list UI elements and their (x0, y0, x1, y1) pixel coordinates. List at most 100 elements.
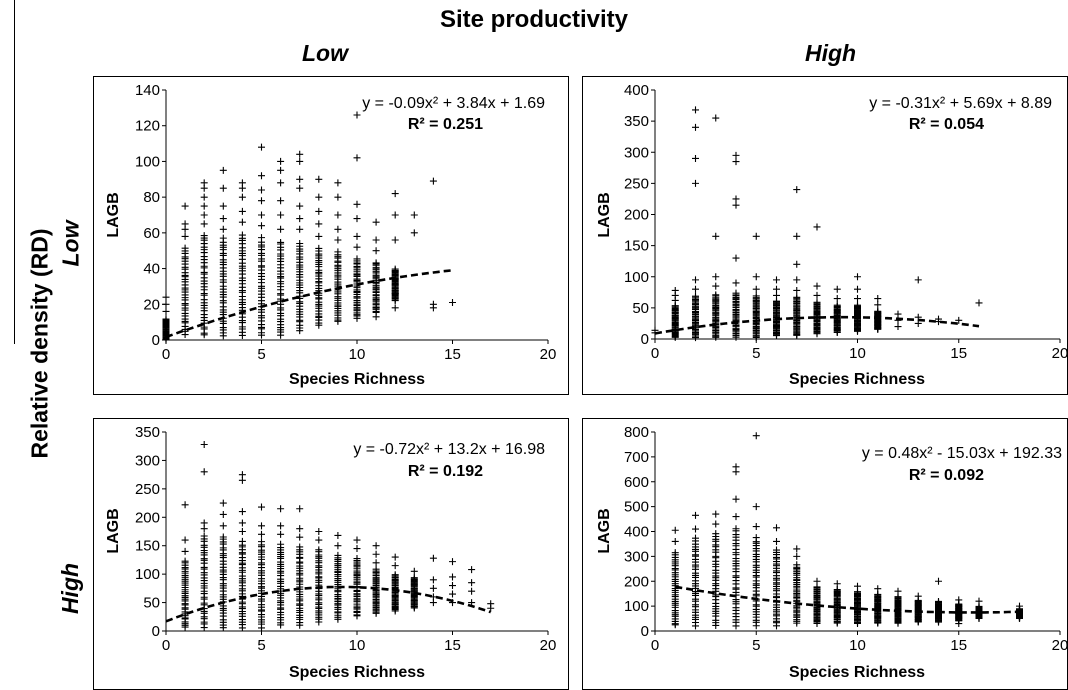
y-tick-label: 350 (624, 113, 649, 130)
data-point (258, 503, 265, 511)
column-header-high: High (805, 40, 857, 66)
data-point (277, 530, 285, 538)
data-point (935, 315, 942, 323)
data-point (449, 558, 456, 566)
data-point (315, 220, 323, 228)
data-point (334, 551, 342, 559)
data-point (315, 207, 323, 215)
chart-1: 0 50 100 150 200 250 300 350 400 0 5 10 15 20 Species … (596, 82, 1068, 388)
data-point (752, 273, 760, 281)
x-tick-label: 0 (651, 637, 659, 654)
data-point (752, 232, 760, 240)
y-tick-label: 250 (135, 481, 160, 498)
data-point (1016, 602, 1023, 610)
data-point (429, 576, 437, 584)
data-point (334, 179, 342, 187)
data-point (854, 285, 861, 293)
data-point (732, 495, 740, 503)
x-axis-label: Species Richness (789, 371, 925, 388)
chart-0: 0 20 40 60 80 100 120 140 0 5 10 15 20 Species Richne… (105, 82, 556, 388)
data-point (162, 293, 170, 301)
data-point (334, 193, 342, 201)
data-point (353, 200, 361, 208)
panel-high-productivity-low-density (582, 76, 1068, 395)
data-point (315, 193, 323, 201)
y-tick-label: 0 (152, 623, 160, 640)
y-tick-label: 350 (135, 424, 160, 441)
data-point (219, 166, 227, 174)
data-point (975, 299, 983, 307)
data-point (793, 232, 801, 240)
data-point (315, 232, 323, 240)
data-point (258, 222, 265, 230)
data-point (752, 292, 760, 300)
data-point (773, 285, 780, 293)
x-tick-label: 15 (444, 346, 461, 363)
data-point (692, 525, 699, 533)
data-point (219, 225, 227, 233)
data-point (258, 522, 265, 530)
data-point (773, 291, 780, 299)
data-point (277, 197, 285, 205)
data-point (219, 234, 227, 242)
data-point (353, 243, 361, 251)
y-tick-label: 800 (624, 424, 649, 441)
data-point (200, 179, 208, 187)
data-point (200, 441, 208, 449)
data-point (487, 600, 495, 608)
chart-2: 0 50 100 150 200 250 300 350 0 5 10 15 20 Species Ric… (105, 424, 556, 681)
x-tick-label: 5 (257, 346, 265, 363)
data-point (732, 158, 740, 166)
data-point (391, 562, 399, 570)
data-point (752, 523, 760, 531)
data-point (277, 505, 285, 513)
data-point (391, 553, 399, 561)
y-tick-label: 100 (624, 598, 649, 615)
data-point (353, 154, 361, 162)
data-point (372, 559, 380, 567)
data-point (181, 501, 189, 509)
data-point (296, 505, 304, 513)
fit-equation: y = -0.72x² + 13.2x + 16.98 (353, 441, 545, 458)
x-tick-label: 10 (849, 345, 866, 362)
data-point (238, 231, 246, 239)
y-tick-label: 20 (143, 296, 160, 313)
y-tick-label: 100 (135, 566, 160, 583)
data-point (334, 236, 342, 244)
y-tick-label: 200 (135, 509, 160, 526)
column-header-low: Low (302, 40, 348, 66)
data-point (712, 273, 720, 281)
fit-curve (165, 269, 453, 339)
data-point (752, 534, 760, 542)
data-point (391, 236, 399, 244)
x-tick-label: 0 (651, 345, 659, 362)
data-point (238, 207, 246, 215)
x-tick-label: 5 (752, 637, 760, 654)
data-point (315, 536, 323, 544)
data-point (449, 582, 456, 590)
y-tick-label: 140 (135, 82, 160, 99)
data-point (793, 552, 801, 560)
x-axis-label: Species Richness (789, 664, 925, 681)
data-point (353, 255, 361, 263)
fit-curve (165, 585, 492, 623)
y-tick-label: 50 (632, 300, 649, 317)
data-point (162, 307, 170, 315)
y-tick-label: 50 (143, 595, 160, 612)
data-point (372, 259, 380, 267)
x-tick-label: 5 (257, 637, 265, 654)
data-point (813, 298, 821, 306)
data-point (692, 106, 699, 114)
data-point (692, 285, 699, 293)
data-point (277, 166, 285, 174)
data-point (854, 295, 861, 303)
data-point (914, 276, 922, 284)
data-point (732, 513, 740, 521)
x-tick-label: 10 (849, 637, 866, 654)
data-point (315, 546, 323, 554)
data-point (732, 151, 740, 159)
data-point (410, 229, 418, 237)
y-tick-label: 500 (624, 499, 649, 516)
data-point (813, 223, 821, 231)
